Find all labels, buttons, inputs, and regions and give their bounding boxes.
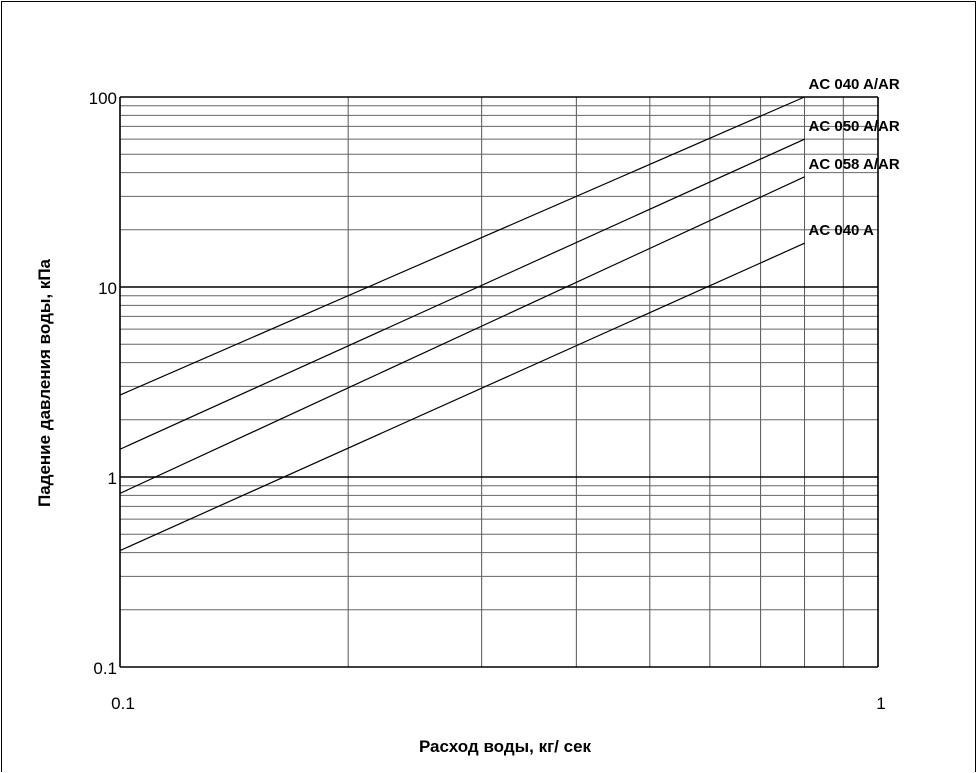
- y-tick-label: 1: [108, 469, 117, 488]
- y-tick-label: 100: [89, 89, 117, 108]
- series-labels: AC 040 A/AR AC 050 A/AR AC 058 A/AR AC 040 …: [809, 76, 900, 239]
- series-lines: [119, 96, 805, 552]
- series-label-3: AC 058 A/AR: [809, 156, 900, 173]
- series-label-2: AC 050 A/AR: [809, 118, 900, 135]
- y-tick-label: 0.1: [93, 659, 117, 678]
- series-line-2: [119, 138, 805, 450]
- x-tick-label: 1: [876, 694, 885, 713]
- series-label-1: AC 040 A/AR: [809, 76, 900, 93]
- x-axis-title: Расход воды, кг/ сек: [419, 737, 592, 756]
- x-tick-labels: 0.1 1: [111, 694, 886, 713]
- series-line-3: [119, 176, 805, 494]
- series-line-4: [119, 242, 805, 552]
- series-line-1: [119, 96, 805, 396]
- y-axis-title: Падение давления воды, кПа: [35, 258, 54, 507]
- series-label-4: AC 040 A: [809, 222, 874, 239]
- y-tick-labels: 0.1 1 10 100: [89, 89, 117, 678]
- major-gridlines: [119, 96, 879, 668]
- x-minor-gridlines: [347, 97, 844, 667]
- y-tick-label: 10: [98, 279, 117, 298]
- y-minor-gridlines: [120, 105, 878, 611]
- x-tick-label: 0.1: [111, 694, 135, 713]
